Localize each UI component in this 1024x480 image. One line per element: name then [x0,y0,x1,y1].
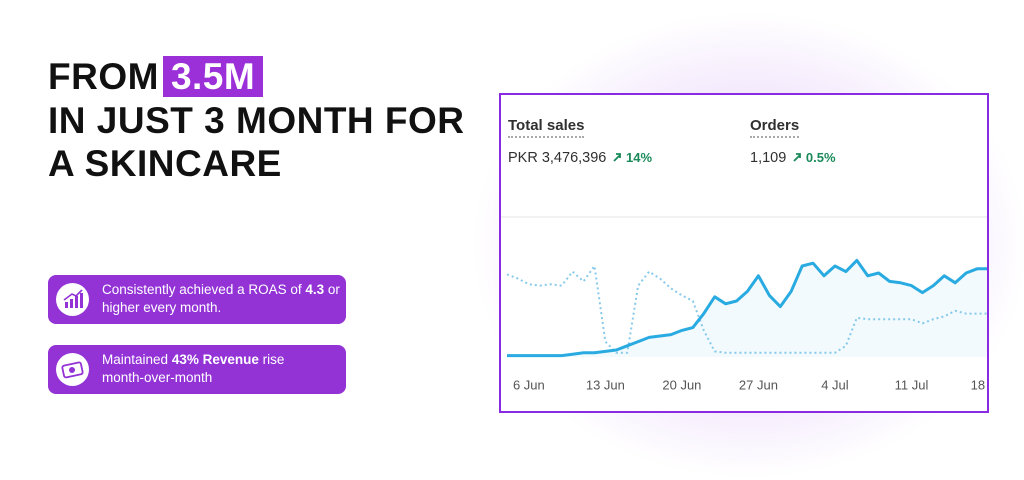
up-arrow [793,153,802,162]
feature-text: Consistently achieved a ROAS of 4.3 or h… [102,281,340,317]
text: rise [262,352,285,367]
metric-label: Total sales [508,117,585,138]
text: month-over-month [102,370,213,385]
line [506,265,987,354]
x-tick-label: 6 Jun [513,377,545,392]
headline-highlight: 3.5M [162,56,264,97]
feature-text: Maintained 43% Revenue rise month-over-mo… [102,351,340,387]
text: or higher every month. [102,282,340,315]
x-tick-label: 27 Jun [739,377,778,392]
metric-change: 0.5% [792,150,836,165]
area [507,260,987,357]
feature-card: Maintained 43% Revenue rise month-over-mo… [48,345,346,394]
text-bold: 43% Revenue [171,352,259,367]
change-text: 0.5% [805,150,836,165]
text: Consistently achieved a ROAS of [102,282,302,297]
metric-value: 1,109 0.5% [750,150,836,166]
headline-line: IN JUST 3 MONTH FOR [48,100,465,141]
metric-value: PKR 3,476,396 14% [508,150,652,166]
headline-text: FROM [48,56,159,97]
feature-icon [56,283,89,316]
feature-card: Consistently achieved a ROAS of 4.3 or h… [48,275,346,324]
x-tick-label: 11 Jul [895,377,929,392]
headline-line: FROM 3.5M [48,56,264,98]
chart: 6 Jun 13 Jun 20 Jun 27 Jun 4 Jul 11 Jul 18 Jul [501,216,987,392]
x-tick-label: 13 Jun [586,377,625,392]
metric-number: PKR 3,476,396 [508,150,607,166]
text: Maintained [102,352,169,367]
metric-change: 14% [612,150,652,165]
x-tick-label: 18 Jul [971,377,987,392]
text-bold: 4.3 [305,282,325,297]
x-tick-label: 4 Jul [821,377,849,392]
feature-icon [56,353,89,386]
x-tick-label: 20 Jun [662,377,701,392]
up-arrow [613,153,622,162]
line [507,258,987,358]
metric-label: Orders [750,117,800,138]
metric-number: 1,109 [750,150,787,166]
change-text: 14% [625,150,653,165]
chart-card: 6 Jun 13 Jun 20 Jun 27 Jun 4 Jul 11 Jul 18 Jul… [499,93,989,413]
headline-line: A SKINCARE [48,143,282,184]
